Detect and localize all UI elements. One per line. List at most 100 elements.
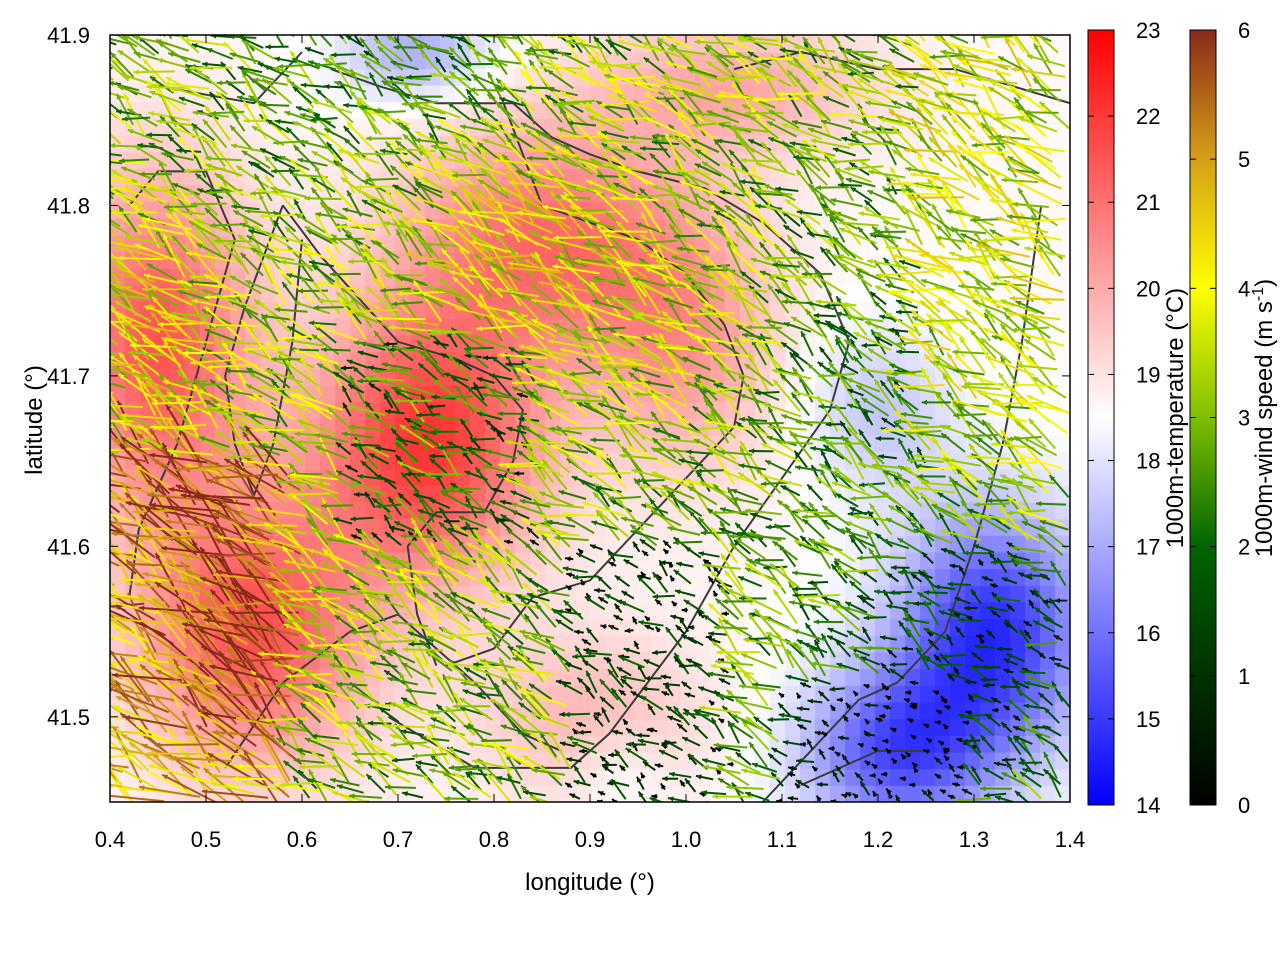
- wind-arrow-head: [97, 474, 103, 479]
- wind-arrow-head: [66, 517, 72, 522]
- wind-arrow-shaft: [63, 392, 107, 405]
- heatmap-cell: [275, 668, 291, 686]
- wind-arrow-head: [93, 377, 99, 382]
- heatmap-cell: [155, 151, 171, 169]
- wind-arrow-head: [74, 666, 80, 671]
- wind-arrow-head: [83, 145, 89, 150]
- wind-arrow-head: [96, 37, 102, 42]
- heatmap-cell: [515, 735, 531, 753]
- wind-arrow-head: [71, 123, 77, 128]
- wind-arrow-shaft: [76, 94, 105, 95]
- heatmap-cell: [335, 118, 351, 136]
- heatmap-cell: [920, 751, 936, 770]
- heatmap-cell: [575, 601, 591, 620]
- heatmap-cell: [605, 635, 621, 653]
- heatmap-cell: [980, 751, 996, 770]
- wind-arrow-head: [71, 347, 77, 352]
- wind-arrow-head: [97, 493, 102, 499]
- heatmap-cell: [260, 285, 276, 303]
- heatmap-cell: [650, 618, 666, 636]
- wind-arrow-head: [87, 419, 93, 424]
- heatmap-cell: [230, 135, 246, 153]
- wind-arrow-head: [97, 312, 103, 317]
- heatmap-cell: [200, 418, 216, 436]
- heatmap-cell: [305, 451, 321, 470]
- heatmap-cell: [590, 85, 606, 103]
- heatmap-cell: [275, 701, 291, 720]
- wind-arrow-head: [96, 605, 102, 610]
- heatmap-cell: [320, 618, 336, 636]
- wind-arrow-head: [95, 563, 100, 569]
- wind-arrow-head: [85, 319, 91, 324]
- wind-arrow-head: [299, 17, 304, 23]
- wind-arrow-head: [61, 462, 67, 467]
- heatmap-cell: [875, 568, 891, 586]
- heatmap-cell: [575, 85, 591, 103]
- wind-arrow-shaft: [63, 626, 109, 669]
- heatmap-cell: [920, 685, 936, 703]
- heatmap-cell: [320, 568, 336, 586]
- heatmap-cell: [305, 151, 321, 169]
- wind-arrow-shaft: [291, 29, 313, 30]
- heatmap-cell: [620, 568, 636, 586]
- wind-arrow-head: [63, 626, 69, 632]
- heatmap-cell: [200, 535, 216, 553]
- wind-arrow-head: [63, 471, 69, 476]
- wind-arrow-head: [71, 607, 77, 612]
- heatmap-cell: [890, 701, 906, 720]
- wind-arrow-head: [79, 447, 85, 452]
- wind-arrow-head: [77, 641, 83, 647]
- wind-arrow-shaft: [110, 392, 113, 395]
- heatmap-cell: [935, 668, 951, 686]
- heatmap-cell: [755, 585, 771, 603]
- wind-arrow-shaft: [110, 654, 112, 658]
- heatmap-cell: [800, 401, 816, 420]
- wind-arrow-shaft: [71, 282, 107, 310]
- wind-arrow-head: [96, 277, 102, 282]
- heatmap-cell: [740, 735, 756, 753]
- wind-arrow-head: [94, 650, 99, 656]
- wind-arrow-head: [100, 516, 106, 521]
- heatmap-cell: [335, 35, 351, 53]
- heatmap-cell: [215, 651, 231, 670]
- heatmap-cell: [1055, 618, 1070, 636]
- wind-arrow-head: [103, 657, 109, 663]
- wind-arrow-head: [71, 282, 77, 287]
- wind-arrow-shaft: [87, 426, 108, 446]
- heatmap-cell: [260, 485, 276, 503]
- heatmap-cell: [245, 201, 261, 220]
- heatmap-cell: [350, 651, 366, 670]
- wind-arrow-head: [89, 180, 95, 185]
- heatmap-cell: [905, 351, 921, 370]
- heatmap-cell: [350, 118, 366, 136]
- wind-arrow-head: [97, 215, 103, 220]
- wind-arrow-head: [106, 804, 111, 809]
- heatmap-cell: [230, 35, 246, 53]
- heatmap-cell: [1055, 35, 1070, 53]
- heatmap-cell: [1010, 568, 1026, 586]
- wind-arrow-shaft: [72, 559, 107, 600]
- heatmap-cell: [1055, 168, 1070, 186]
- wind-arrow-head: [100, 416, 106, 421]
- heatmap-cell: [275, 501, 291, 520]
- heatmap-cell: [350, 268, 366, 286]
- heatmap-cell: [575, 535, 591, 553]
- heatmap-cell: [1040, 785, 1056, 802]
- heatmap-cell: [260, 135, 276, 153]
- wind-arrow-head: [43, 739, 49, 744]
- heatmap-cell: [875, 585, 891, 603]
- heatmap-cell: [320, 735, 336, 753]
- heatmap-cell: [320, 385, 336, 403]
- heatmap-cell: [1010, 151, 1026, 169]
- wind-arrow-head: [328, 24, 334, 30]
- heatmap-cell: [290, 168, 306, 186]
- wind-arrow-head: [84, 449, 90, 454]
- wind-arrow-head: [141, 27, 147, 32]
- heatmap-cell: [590, 768, 606, 786]
- heatmap-cell: [1040, 385, 1056, 403]
- heatmap-cell: [935, 401, 951, 420]
- heatmap-cell: [695, 218, 711, 236]
- heatmap-cell: [305, 535, 321, 553]
- heatmap-cell: [725, 435, 741, 453]
- heatmap-cell: [605, 668, 621, 686]
